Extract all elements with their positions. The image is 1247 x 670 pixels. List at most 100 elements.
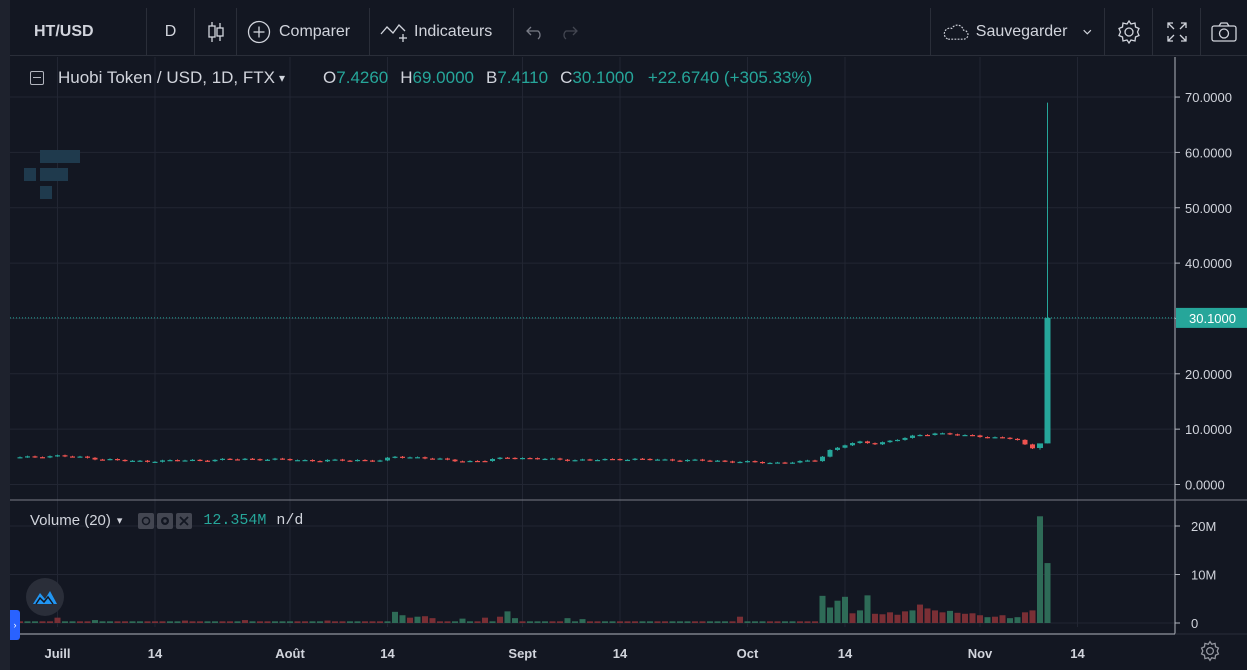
volume-bar (287, 621, 293, 623)
gear-icon (1117, 19, 1140, 44)
volume-bar (984, 617, 991, 623)
volume-bar (189, 621, 196, 623)
candle-body (1030, 444, 1035, 449)
candle-body (512, 457, 518, 460)
series-title[interactable]: Huobi Token / USD, 1D, FTX (58, 68, 275, 87)
candle-body (257, 459, 263, 461)
candle-body (347, 460, 353, 462)
volume-bar (159, 621, 166, 623)
last-price-tag (1176, 307, 1247, 328)
volume-bar (932, 610, 938, 623)
volume-bar (219, 621, 226, 623)
candle-body (92, 457, 98, 460)
volume-bar (467, 621, 473, 623)
volume-bar (354, 621, 361, 623)
save-button[interactable]: Sauvegarder (931, 7, 1105, 56)
undo-icon[interactable] (525, 24, 545, 40)
settings-button[interactable] (1105, 7, 1153, 56)
volume-bar (114, 621, 121, 623)
candle-body (190, 459, 195, 462)
candle-body (25, 456, 30, 458)
volume-bar (1029, 610, 1036, 623)
candle-body (775, 462, 780, 464)
volume-bar (939, 612, 946, 623)
redo-icon[interactable] (559, 24, 579, 40)
chart-canvas[interactable]: Juill 14 Août 14 Sept 14 Oct 14 Nov 14 70.0000 60.0… (10, 57, 1247, 670)
volume-bar (624, 621, 631, 623)
volume-bar (714, 621, 721, 623)
candle-body (437, 458, 443, 460)
indicators-label: Indicateurs (414, 22, 493, 40)
volume-bar (482, 617, 488, 623)
visibility-icon[interactable] (138, 512, 155, 529)
candle-body (175, 460, 180, 462)
volume-bar (677, 621, 683, 623)
volume-bar (339, 621, 346, 623)
indicators-button[interactable]: Indicateurs (370, 7, 514, 56)
gear-icon[interactable] (1199, 640, 1221, 662)
close-icon[interactable] (176, 512, 193, 529)
chevron-down-icon[interactable] (1081, 27, 1094, 37)
volume-bar (144, 621, 151, 623)
candle-body (242, 458, 248, 460)
volume-bar (182, 620, 188, 623)
volume-title[interactable]: Volume (20) (30, 512, 111, 529)
volume-bar (969, 613, 976, 623)
candle-body (985, 437, 990, 439)
volume-bar (197, 621, 203, 623)
candle-body (107, 459, 113, 461)
candle-body (400, 456, 405, 458)
volume-bar (774, 621, 781, 623)
close-key: C (560, 68, 573, 87)
volume-bar (527, 621, 533, 623)
volume-bar (24, 621, 31, 623)
candle-body (385, 457, 390, 461)
candle-body (925, 434, 930, 437)
volume-bar (699, 621, 706, 623)
indicators-icon (380, 23, 407, 42)
candle-body (227, 458, 233, 460)
candle-body (655, 459, 660, 461)
chart-type-button[interactable] (195, 7, 237, 56)
volume-bar (564, 618, 571, 623)
volume-bar (1037, 516, 1043, 623)
collapse-legend-button[interactable] (30, 71, 44, 85)
volume-bar (129, 621, 136, 623)
candle-body (355, 459, 360, 462)
sidebar-toggle-handle[interactable]: › (10, 610, 20, 640)
plus-circle-icon (247, 20, 271, 43)
volume-bar (804, 621, 811, 623)
volume-bar (347, 621, 353, 623)
candle-body (460, 461, 465, 463)
tradingview-logo[interactable] (26, 578, 64, 616)
volume-bar (662, 621, 668, 623)
candle-body (265, 459, 270, 461)
candle-body (715, 460, 720, 462)
x-tick-label: Oct (737, 646, 759, 661)
high-key: H (400, 68, 413, 87)
volume-tick-label: 10M (1191, 568, 1216, 583)
symbol-search-button[interactable]: HT/USD (10, 7, 147, 56)
volume-bar (369, 621, 376, 623)
interval-button[interactable]: D (147, 7, 195, 56)
compare-button[interactable]: Comparer (237, 7, 370, 56)
chevron-down-icon[interactable]: ▾ (279, 71, 286, 85)
candle-body (77, 456, 83, 458)
candle-body (332, 459, 338, 461)
volume-bar (452, 621, 458, 623)
volume-bar (1022, 612, 1028, 623)
volume-bar (99, 621, 106, 623)
volume-bar (587, 621, 593, 623)
volume-bar (647, 621, 653, 623)
volume-bar (902, 611, 908, 623)
fullscreen-button[interactable] (1153, 7, 1201, 56)
snapshot-button[interactable] (1201, 8, 1247, 56)
candle-body (32, 456, 38, 458)
candle-body (287, 459, 293, 461)
volume-bar (894, 614, 901, 623)
gear-icon[interactable] (157, 512, 174, 529)
candle-body (992, 437, 998, 439)
chevron-down-icon[interactable]: ▾ (116, 515, 123, 527)
candle-body (947, 433, 953, 435)
